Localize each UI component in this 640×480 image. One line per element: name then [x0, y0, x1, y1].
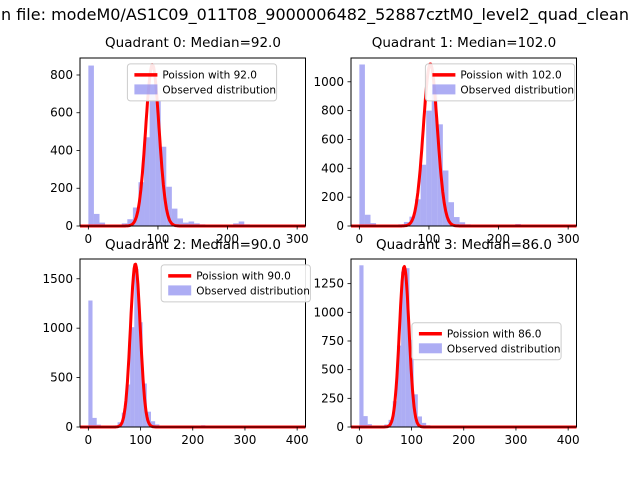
svg-text:100: 100 [129, 433, 152, 447]
legend: Poission with 92.0 Observed distribution [126, 62, 278, 101]
axes-border [79, 57, 306, 226]
svg-text:600: 600 [50, 105, 73, 119]
svg-text:0: 0 [65, 219, 73, 233]
figure-title: n file: modeM0/AS1C09_011T08_9000006482_… [1, 5, 629, 24]
svg-text:0: 0 [355, 433, 363, 447]
svg-text:200: 200 [216, 232, 239, 246]
svg-text:300: 300 [556, 232, 579, 246]
svg-text:400: 400 [556, 433, 579, 447]
svg-text:100: 100 [400, 433, 423, 447]
legend-observed-label: Observed distribution [196, 285, 310, 297]
legend-box [410, 322, 562, 361]
svg-text:400: 400 [321, 161, 344, 175]
svg-text:0: 0 [355, 232, 363, 246]
svg-text:300: 300 [286, 232, 309, 246]
legend-box [424, 62, 575, 101]
legend-observed-patch [431, 83, 455, 94]
svg-text:1250: 1250 [313, 277, 344, 291]
svg-text:750: 750 [321, 334, 344, 348]
legend-poisson-label: Poission with 102.0 [460, 69, 561, 81]
svg-text:1500: 1500 [42, 272, 73, 286]
svg-text:1000: 1000 [313, 74, 344, 88]
quadrant-0-plot: 0 100 200 300 0 200 400 600 800 Poission with 92.… [50, 57, 309, 246]
svg-text:200: 200 [487, 232, 510, 246]
svg-text:500: 500 [50, 371, 73, 385]
legend-box [126, 62, 278, 101]
legend-poisson-label: Poission with 86.0 [446, 328, 541, 340]
svg-text:100: 100 [417, 232, 440, 246]
quadrant-1-plot: 0 100 200 300 0 200 400 600 800 1000 Poission with… [313, 57, 579, 246]
legend-poisson-label: Poission with 92.0 [162, 69, 257, 81]
svg-text:0: 0 [85, 433, 93, 447]
legend-observed-label: Observed distribution [446, 343, 560, 355]
legend: Poission with 102.0 Observed distribution [424, 62, 575, 101]
svg-text:0: 0 [65, 420, 73, 434]
quadrant-3-plot: 0 100 200 300 400 0 250 500 750 1000 1250 Poission … [313, 258, 579, 447]
subplot-title-quadrant-0: Quadrant 0: Median=92.0 [105, 35, 281, 51]
svg-text:800: 800 [50, 67, 73, 81]
svg-text:300: 300 [504, 433, 527, 447]
legend-observed-patch [168, 285, 192, 296]
legend-poisson-label: Poission with 90.0 [196, 270, 291, 282]
legend-observed-label: Observed distribution [162, 84, 276, 96]
svg-text:200: 200 [50, 181, 73, 195]
svg-text:200: 200 [321, 190, 344, 204]
svg-text:200: 200 [452, 433, 475, 447]
legend: Poission with 90.0 Observed distribution [160, 264, 311, 303]
axis-ticks: 0 100 200 300 0 200 400 600 800 [50, 67, 309, 245]
svg-text:400: 400 [286, 433, 309, 447]
legend-observed-label: Observed distribution [460, 84, 574, 96]
svg-text:0: 0 [85, 232, 93, 246]
axis-ticks: 0 100 200 300 400 0 500 1000 1500 [42, 272, 308, 447]
subplot-title-quadrant-2: Quadrant 2: Median=90.0 [105, 237, 281, 253]
legend-observed-patch [418, 343, 442, 354]
svg-text:1000: 1000 [42, 321, 73, 335]
legend: Poission with 86.0 Observed distribution [410, 322, 562, 361]
subplot-title-quadrant-1: Quadrant 1: Median=102.0 [371, 35, 557, 51]
svg-text:100: 100 [146, 232, 169, 246]
quadrant-2-plot: 0 100 200 300 400 0 500 1000 1500 Poission with 9… [42, 258, 311, 447]
svg-text:0: 0 [336, 219, 344, 233]
svg-text:0: 0 [336, 420, 344, 434]
subplot-title-quadrant-3: Quadrant 3: Median=86.0 [376, 237, 552, 253]
svg-text:600: 600 [321, 132, 344, 146]
svg-text:800: 800 [321, 103, 344, 117]
axis-ticks: 0 100 200 300 400 0 250 500 750 1000 1250 [313, 277, 579, 447]
svg-text:300: 300 [233, 433, 256, 447]
svg-text:200: 200 [181, 433, 204, 447]
legend-box [160, 264, 311, 303]
svg-text:250: 250 [321, 391, 344, 405]
legend-observed-patch [134, 83, 158, 94]
svg-text:400: 400 [50, 143, 73, 157]
axis-ticks: 0 100 200 300 0 200 400 600 800 1000 [313, 74, 579, 245]
axes-border [350, 57, 577, 226]
svg-text:500: 500 [321, 363, 344, 377]
svg-text:1000: 1000 [313, 305, 344, 319]
